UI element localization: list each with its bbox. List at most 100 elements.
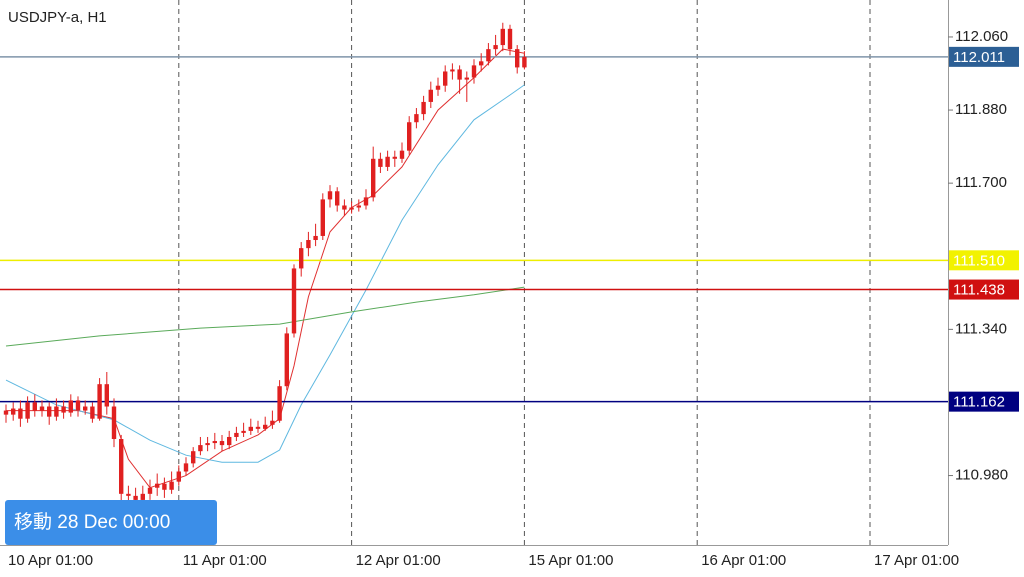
candle-body [313, 235, 318, 241]
candle-body [39, 406, 45, 411]
candle-body [493, 45, 498, 50]
candle-body [443, 71, 448, 86]
candle-body [335, 191, 340, 206]
moving-average [5, 84, 525, 463]
candle-body [349, 207, 354, 210]
candle-body [162, 483, 167, 490]
candle-body [183, 463, 189, 472]
candle-body [299, 248, 304, 269]
candle-body [515, 49, 520, 68]
y-tick-label: 111.340 [955, 320, 1007, 337]
candle-body [11, 408, 16, 415]
candle-body [61, 406, 66, 413]
price-level-label: 111.438 [953, 282, 1005, 299]
candle-body [291, 268, 297, 334]
candle-body [399, 150, 405, 159]
candle-body [378, 158, 383, 167]
candle-body [479, 61, 484, 66]
candle-body [83, 406, 88, 411]
candle-body [18, 408, 23, 419]
candle-body [522, 56, 527, 68]
price-level-box [949, 279, 1019, 300]
overlay-box [5, 500, 217, 545]
candle-body [234, 432, 239, 437]
candle-body [407, 122, 412, 151]
moving-average [6, 48, 525, 489]
candle-body [284, 333, 289, 387]
candle-body [486, 49, 491, 62]
candle-body [140, 493, 145, 500]
candle-body [507, 28, 513, 50]
candle-body [342, 205, 347, 210]
candle-body [47, 406, 52, 417]
candle-body [327, 191, 333, 200]
plot-area [0, 0, 948, 545]
candle-body [104, 384, 109, 407]
candle-body [133, 495, 138, 500]
chart-title: USDJPY-a, H1 [8, 9, 107, 26]
candle-body [270, 420, 275, 425]
candle-body [227, 436, 232, 446]
x-tick-label: 17 Apr 01:00 [874, 552, 959, 569]
candle-body [457, 69, 462, 80]
x-tick-label: 12 Apr 01:00 [356, 552, 441, 569]
candle-body [32, 402, 37, 411]
candle-body [277, 386, 282, 421]
candle-body [435, 85, 441, 90]
price-level-box [949, 250, 1019, 271]
candle-body [75, 400, 81, 411]
candle-body [471, 65, 477, 78]
candle-body [198, 445, 203, 452]
candle-body [191, 451, 196, 464]
candle-body [263, 424, 268, 429]
candle-body [421, 101, 426, 115]
candle-body [414, 114, 419, 123]
candle-body [111, 406, 117, 440]
candle-body [320, 199, 325, 236]
candle-body [385, 156, 390, 167]
candle-body [248, 426, 253, 431]
price-level-label: 111.510 [953, 252, 1005, 269]
candle-body [25, 402, 30, 419]
candle-body [356, 205, 361, 208]
candle-body [212, 441, 217, 444]
candle-body [428, 89, 433, 102]
candle-body [119, 439, 124, 494]
candle-body [464, 77, 469, 80]
candle-body [3, 410, 9, 415]
candle-body [450, 69, 455, 72]
candle-body [147, 487, 153, 494]
candle-body [241, 430, 246, 433]
candle-body [126, 493, 131, 496]
candle-body [97, 384, 102, 419]
candle-body [68, 400, 73, 413]
x-tick-label: 16 Apr 01:00 [701, 552, 786, 569]
y-tick-label: 111.700 [955, 174, 1007, 191]
x-tick-label: 15 Apr 01:00 [528, 552, 613, 569]
candle-body [500, 28, 505, 46]
candle-body [205, 443, 210, 446]
price-level-label: 112.011 [953, 49, 1005, 66]
candle-body [363, 197, 369, 206]
candle-body [54, 406, 59, 417]
price-level-box [949, 391, 1019, 412]
candle-body [392, 156, 397, 159]
price-level-label: 111.162 [953, 394, 1005, 411]
y-tick-label: 110.980 [955, 467, 1008, 484]
candle-body [169, 481, 174, 490]
candle-body [255, 426, 261, 429]
overlay-label: 移動 28 Dec 00:00 [14, 511, 170, 533]
y-tick-label: 111.880 [955, 101, 1007, 118]
candle-body [155, 483, 160, 488]
price-level-box [949, 46, 1019, 67]
candle-body [371, 158, 376, 198]
candle-body [306, 240, 311, 249]
x-tick-label: 10 Apr 01:00 [8, 552, 93, 569]
moving-average [5, 286, 525, 347]
candle-body [219, 441, 225, 446]
candle-body [176, 471, 181, 482]
y-tick-label: 112.060 [955, 28, 1008, 45]
candle-body [90, 406, 95, 419]
x-tick-label: 11 Apr 01:00 [183, 552, 267, 569]
